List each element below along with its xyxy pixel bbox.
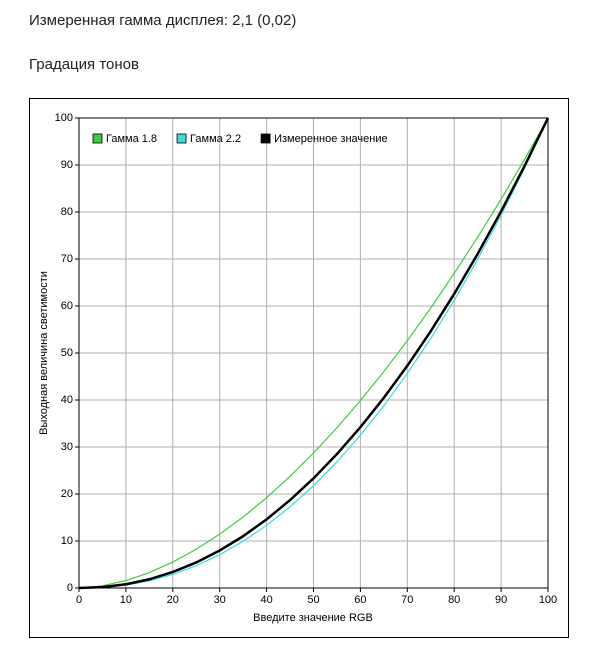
y-tick-label: 100: [55, 112, 73, 124]
legend-swatch: [260, 133, 271, 144]
x-tick-label: 0: [76, 594, 82, 606]
x-tick-label: 20: [167, 594, 179, 606]
y-tick-label: 80: [61, 206, 73, 218]
y-tick-label: 90: [61, 159, 73, 171]
y-tick-label: 30: [61, 441, 73, 453]
x-tick-label: 70: [401, 594, 413, 606]
x-tick-label: 90: [495, 594, 507, 606]
x-tick-label: 40: [260, 594, 272, 606]
x-tick-label: 10: [120, 594, 132, 606]
legend-label: Гамма 1.8: [106, 133, 157, 145]
x-axis-label: Введите значение RGB: [253, 612, 373, 624]
plot-border: [78, 117, 549, 589]
series-line: [78, 117, 549, 589]
legend-label: Гамма 2.2: [190, 133, 241, 145]
y-tick-label: 50: [61, 347, 73, 359]
y-tick-label: 20: [61, 488, 73, 500]
y-tick-label: 10: [61, 535, 73, 547]
y-tick-label: 60: [61, 300, 73, 312]
y-axis-label: Выходная величина светимости: [38, 271, 50, 435]
series-line: [78, 117, 550, 590]
page-title: Измеренная гамма дисплея: 2,1 (0,02): [29, 12, 297, 29]
section-title: Градация тонов: [29, 56, 139, 73]
y-tick-label: 70: [61, 253, 73, 265]
x-tick-label: 60: [354, 594, 366, 606]
legend-swatch: [176, 133, 187, 144]
legend-label: Измеренное значение: [274, 133, 388, 145]
x-tick-label: 80: [448, 594, 460, 606]
x-tick-label: 100: [539, 594, 557, 606]
x-tick-label: 30: [214, 594, 226, 606]
y-tick-label: 40: [61, 394, 73, 406]
x-tick-label: 50: [307, 594, 319, 606]
y-tick-label: 0: [67, 582, 73, 594]
series-line: [78, 117, 549, 589]
legend-swatch: [92, 133, 103, 144]
